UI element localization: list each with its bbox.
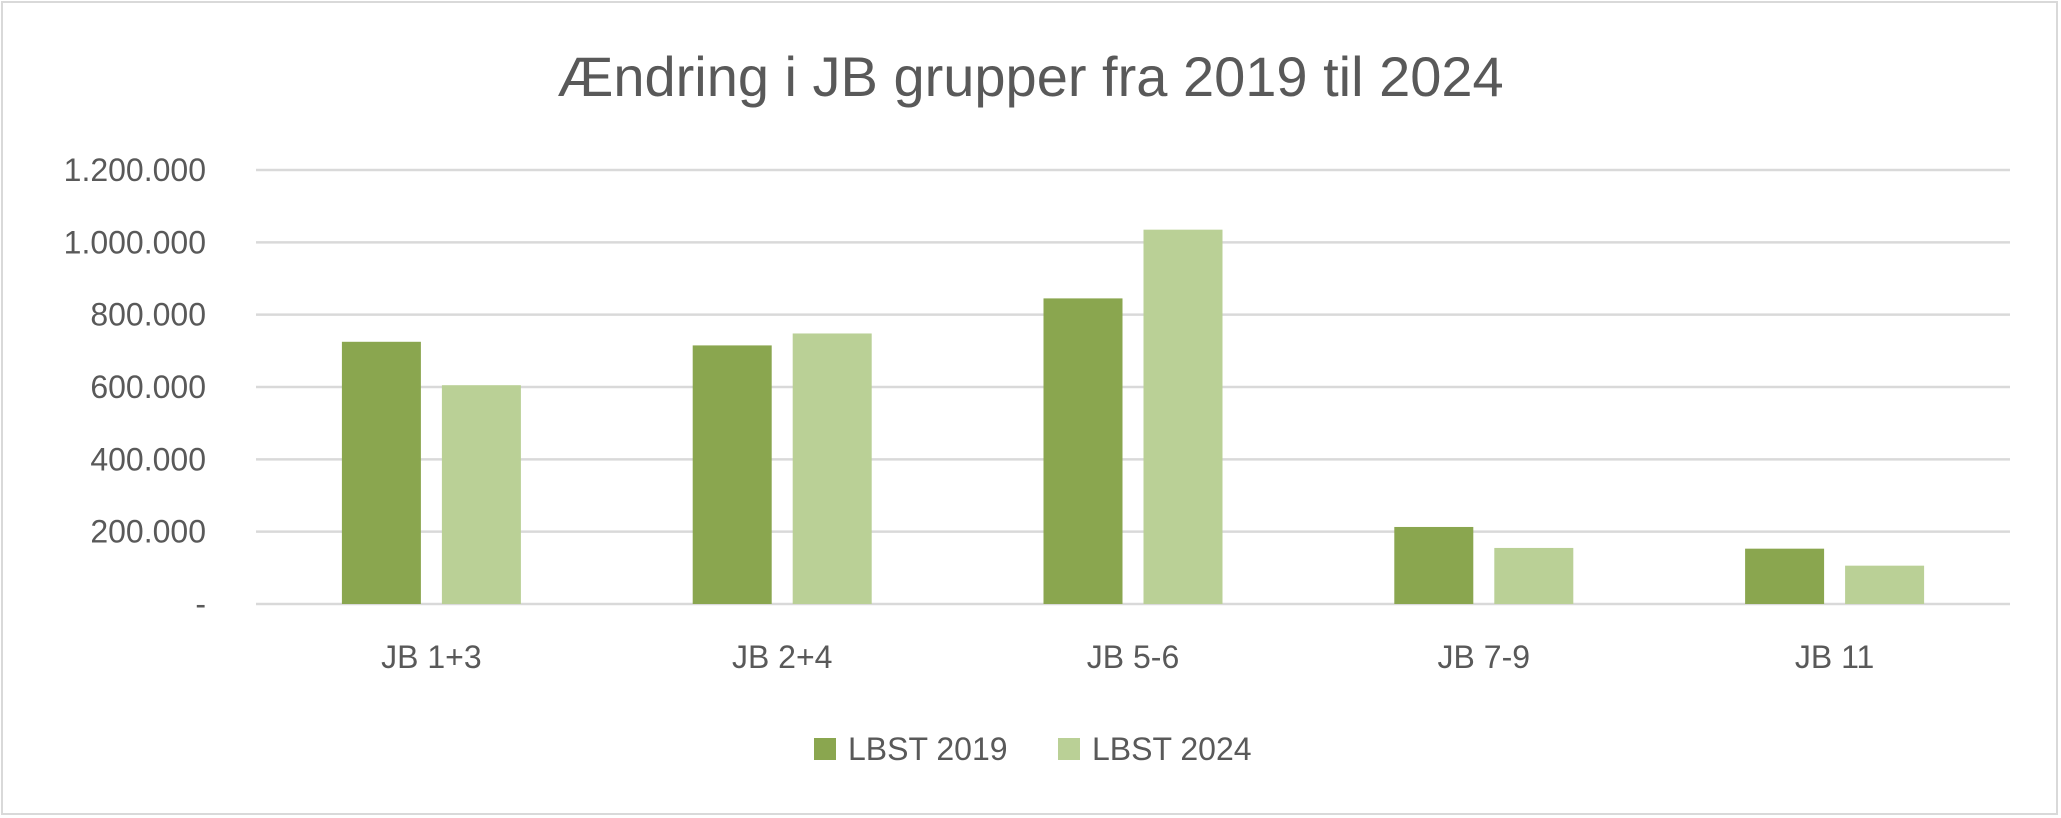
y-axis-ticks: - 200.000 400.000 600.000 800.000 1.000.000 1.…	[64, 152, 206, 622]
x-category-label: JB 7-9	[1438, 639, 1530, 675]
legend-swatch	[1058, 738, 1080, 760]
y-tick-label: 400.000	[90, 441, 206, 477]
y-tick-label: 600.000	[90, 369, 206, 405]
chart-title: Ændring i JB grupper fra 2019 til 2024	[557, 45, 1504, 108]
gridlines	[256, 168, 2010, 606]
bar-2019	[1043, 298, 1123, 604]
bar-2019	[341, 341, 421, 604]
bar-2019	[1745, 548, 1825, 604]
legend: LBST 2019 LBST 2024	[814, 731, 1252, 767]
bar-2024	[1143, 229, 1223, 605]
bar-2024	[792, 333, 872, 604]
bar-2019	[692, 345, 772, 604]
legend-swatch	[814, 738, 836, 760]
x-axis-categories: JB 1+3 JB 2+4 JB 5-6 JB 7-9 JB 11	[381, 639, 1874, 675]
x-category-label: JB 11	[1795, 639, 1874, 675]
x-category-label: JB 1+3	[381, 639, 482, 675]
y-tick-label: 1.000.000	[64, 224, 206, 260]
y-tick-label: -	[195, 586, 206, 622]
bars	[341, 229, 1925, 605]
y-tick-label: 200.000	[90, 514, 206, 550]
x-category-label: JB 5-6	[1087, 639, 1179, 675]
bar-2019	[1394, 526, 1474, 604]
bar-2024	[1494, 547, 1574, 604]
y-tick-label: 800.000	[90, 297, 206, 333]
x-category-label: JB 2+4	[732, 639, 833, 675]
legend-label: LBST 2019	[848, 731, 1008, 767]
bar-2024	[441, 385, 521, 604]
legend-label: LBST 2024	[1092, 731, 1252, 767]
y-tick-label: 1.200.000	[64, 152, 206, 188]
bar-2024	[1845, 565, 1925, 604]
